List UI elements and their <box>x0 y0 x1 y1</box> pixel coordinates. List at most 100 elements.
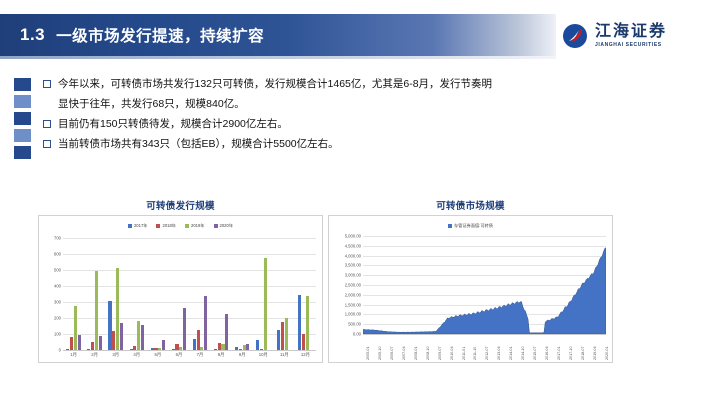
y-axis-tick-label: 2,000.00 <box>344 292 361 298</box>
x-axis-tick-label: 2013-04 <box>497 346 502 360</box>
gridline <box>63 334 316 335</box>
bar-group <box>171 238 187 350</box>
legend-label: 2019年 <box>191 222 205 228</box>
x-axis-tick-label: 3月 <box>112 352 120 357</box>
title-underline <box>0 56 556 59</box>
x-axis-tick-label: 6月 <box>175 352 183 357</box>
bar <box>175 344 179 350</box>
bar-group <box>192 238 208 350</box>
y-axis-tick-label: 3,000.00 <box>344 272 361 278</box>
chart-canvas-left: 2017年 2018年 2019年 2020年 0 100 200 300 400 500 600… <box>38 215 323 363</box>
chart-legend-right: 存管证券面值:可转债 <box>329 216 612 230</box>
x-axis-tick-label: 12月 <box>300 352 310 357</box>
bar-series-container <box>63 238 316 350</box>
bar <box>77 334 81 350</box>
x-axis-tick-label: 2018-07 <box>580 346 585 360</box>
y-axis-tick-label: 4,000.00 <box>344 253 361 259</box>
bar <box>280 322 284 350</box>
x-axis-tick-label: 2011-10 <box>473 346 478 360</box>
x-axis-tick-label: 2007-04 <box>401 346 406 360</box>
plot-area-right: 0.00 500.00 1,000.00 1,500.00 2,000.00 2,500.… <box>329 216 612 364</box>
gridline <box>363 294 606 296</box>
x-axis-tick-label: 2014-10 <box>521 346 526 360</box>
legend-item: 2018年 <box>156 223 176 229</box>
legend-swatch-icon <box>448 223 453 228</box>
bar <box>87 349 91 350</box>
list-item: 今年以来，可转债市场共发行132只可转债，发行规模合计1465亿，尤其是6-8月… <box>43 76 698 93</box>
gridline <box>363 255 606 257</box>
y-axis-tick-label: 4,500.00 <box>344 243 361 249</box>
y-axis-tick-label: 500 <box>54 267 61 273</box>
bar <box>238 348 242 350</box>
section-number: 1.3 <box>20 25 46 44</box>
y-axis-tick-label: 300 <box>54 299 61 305</box>
bullet-block: 今年以来，可转债市场共发行132只可转债，发行规模合计1465亿，尤其是6-8月… <box>14 76 698 159</box>
x-axis-tick-label: 7月 <box>196 352 204 357</box>
bullet-square-icon <box>43 120 51 128</box>
bar <box>133 345 137 350</box>
bar <box>284 318 288 350</box>
bar <box>242 345 246 350</box>
bar <box>298 294 302 350</box>
bar <box>140 324 144 350</box>
bar <box>301 334 306 350</box>
x-axis-tick-label: 4月 <box>133 352 141 357</box>
gridline <box>63 238 316 239</box>
y-axis-tick-label: 0 <box>58 347 61 353</box>
x-axis-tick-label: 2008-10 <box>425 346 430 360</box>
y-axis-tick-label: 3,500.00 <box>344 262 361 268</box>
x-axis-tick-label: 8月 <box>217 352 225 357</box>
bullet-square-icon <box>43 80 51 88</box>
bullet-text-continuation: 显快于往年，共发行68只，规模840亿。 <box>58 98 245 110</box>
chart-title-right: 可转债市场规模 <box>436 201 505 212</box>
x-axis-tick-label: 2月 <box>91 352 98 357</box>
bar <box>183 307 187 350</box>
gridline <box>63 286 316 287</box>
marker-square <box>14 95 31 108</box>
gridline <box>363 236 606 237</box>
bar <box>94 271 99 350</box>
bar <box>225 314 229 350</box>
y-axis-tick-label: 100 <box>54 331 61 337</box>
bar <box>196 330 200 350</box>
bullet-square-icon <box>43 140 51 148</box>
legend-swatch-icon <box>213 223 218 228</box>
bar-group <box>87 238 102 350</box>
logo-name-cn: 江海证券 <box>595 22 668 40</box>
gridline <box>363 245 606 247</box>
bar <box>259 349 263 350</box>
bullet-text: 目前仍有150只转债待发，规模合计2900亿左右。 <box>58 118 288 130</box>
y-axis-tick-label: 5,000.00 <box>344 233 361 239</box>
legend-item: 存管证券面值:可转债 <box>448 223 493 229</box>
page-title: 一级市场发行提速，持续扩容 <box>56 28 265 45</box>
chart-title-left: 可转债发行规模 <box>146 201 215 212</box>
company-logo: 江海证券 JIANGHAI SECURITIES <box>562 16 704 56</box>
bullet-list: 今年以来，可转债市场共发行132只可转债，发行规模合计1465亿，尤其是6-8月… <box>43 76 698 153</box>
chart-canvas-right: 存管证券面值:可转债 0.00 500.00 1,000.00 1,500.00 2,0… <box>328 215 613 363</box>
y-axis-tick-label: 0.00 <box>352 331 361 337</box>
bar <box>116 268 120 350</box>
bar <box>200 347 204 350</box>
bar <box>66 349 70 350</box>
x-axis-tick-label: 1月 <box>70 352 77 357</box>
bar <box>263 258 267 350</box>
bar <box>277 330 281 350</box>
legend-item: 2019年 <box>185 223 205 229</box>
bar <box>179 347 183 350</box>
gridline <box>363 265 606 267</box>
x-axis-tick-label: 2015-07 <box>533 346 538 360</box>
bar <box>137 320 141 350</box>
bar <box>70 337 74 350</box>
bar <box>246 343 250 350</box>
x-axis-tick-label: 9月 <box>238 352 246 357</box>
gridline <box>63 302 316 303</box>
legend-swatch-icon <box>185 223 189 228</box>
x-axis-tick-label: 2005-01 <box>366 346 370 360</box>
bar <box>171 349 175 350</box>
bar-group <box>213 238 229 350</box>
bar <box>108 300 112 350</box>
x-axis-tick-label: 10月 <box>258 352 268 357</box>
bar <box>150 348 154 350</box>
bar-group <box>66 238 81 350</box>
x-axis-labels: 1月 2月 3月 4月 5月 6月 7月 8月 9月 10月 11月 12月 <box>63 352 316 358</box>
